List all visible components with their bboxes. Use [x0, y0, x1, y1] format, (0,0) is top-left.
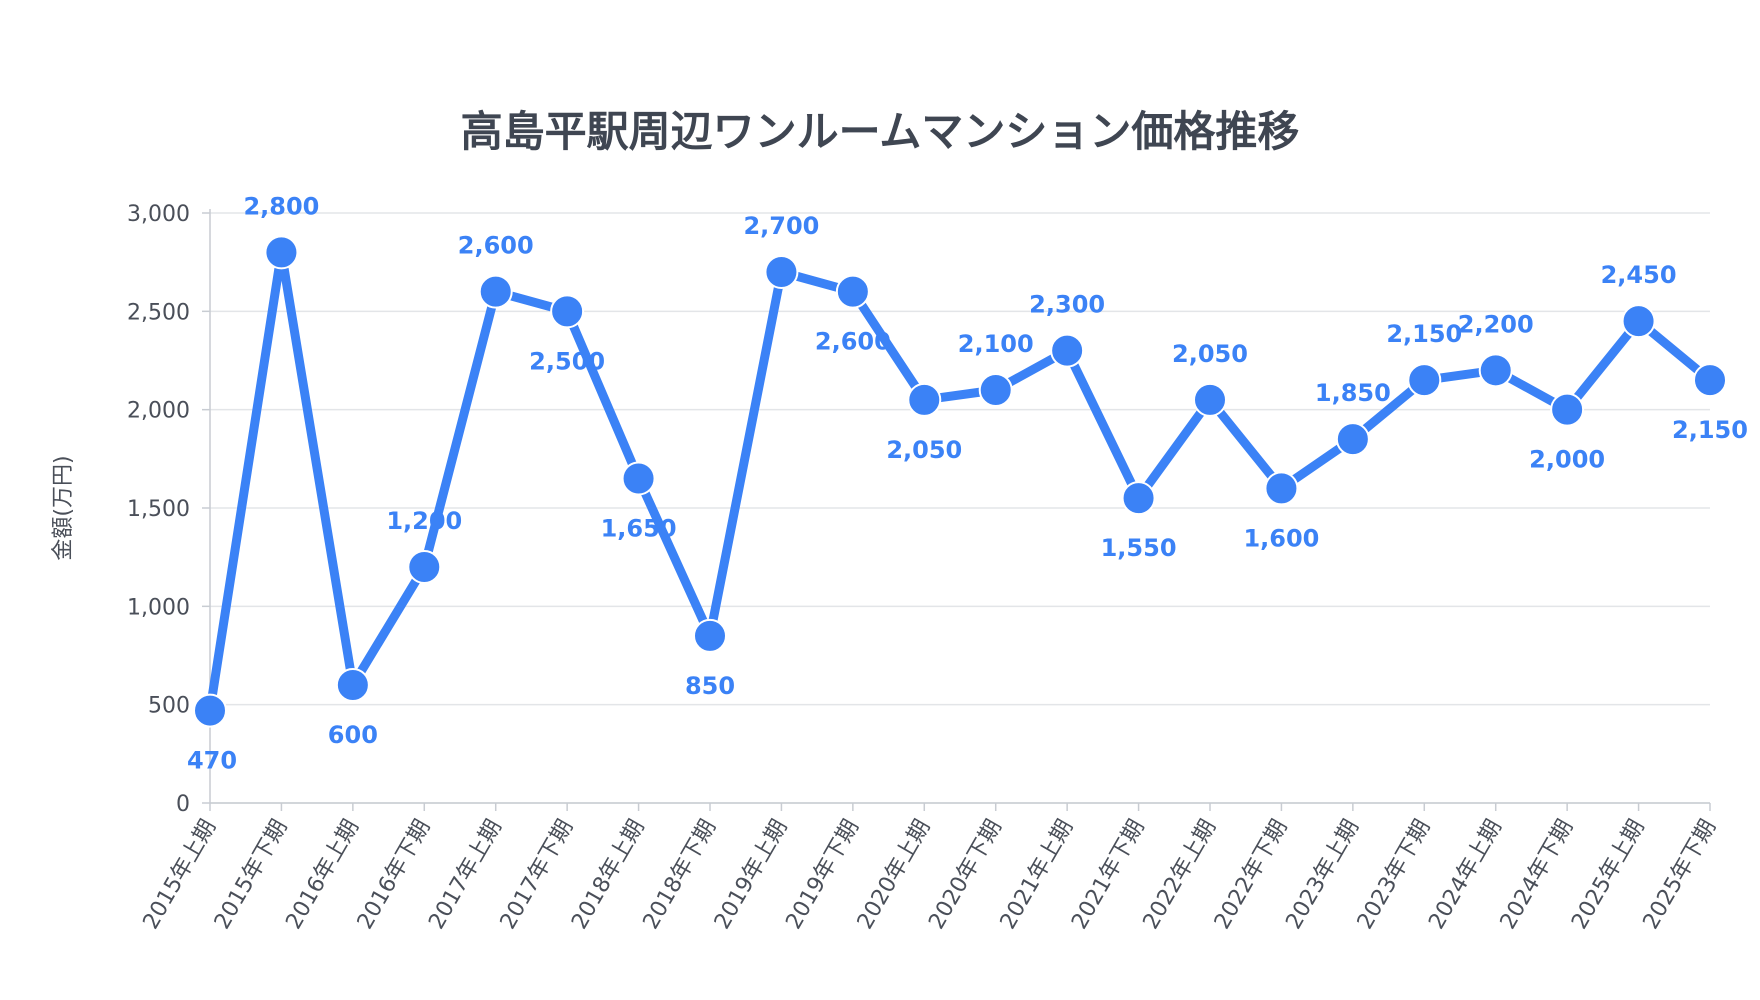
data-point [550, 294, 585, 329]
x-tick-label: 2020年下期 [924, 816, 1007, 934]
x-tick-label: 2023年下期 [1353, 816, 1436, 934]
x-tick-label: 2017年下期 [496, 816, 579, 934]
x-tick-label: 2022年下期 [1210, 816, 1293, 934]
x-tick-label: 2020年上期 [853, 815, 936, 933]
data-label: 2,150 [1672, 416, 1748, 444]
data-label: 2,450 [1601, 261, 1677, 289]
data-label: 1,650 [601, 515, 677, 543]
data-label: 470 [187, 747, 237, 775]
data-label: 1,550 [1101, 534, 1177, 562]
x-tick-label: 2015年上期 [139, 816, 222, 934]
data-point [907, 382, 942, 417]
x-tick-label: 2025年上期 [1567, 816, 1650, 934]
data-label: 2,050 [886, 436, 962, 464]
y-tick-label: 2,500 [127, 300, 190, 325]
y-tick-label: 3,000 [127, 202, 190, 227]
data-label: 1,600 [1243, 524, 1319, 552]
data-point [764, 255, 799, 289]
data-point [1264, 471, 1299, 506]
data-label: 1,850 [1315, 379, 1391, 407]
data-label: 2,500 [529, 347, 605, 375]
x-axis-ticks: 2015年上期2015年下期2016年上期2016年下期2017年上期2017年… [139, 803, 1722, 934]
x-tick-label: 2025年下期 [1639, 816, 1722, 934]
data-point [835, 274, 870, 309]
data-label: 2,300 [1029, 291, 1105, 319]
x-tick-label: 2016年上期 [281, 816, 364, 934]
data-point [1478, 353, 1513, 388]
data-points [193, 235, 1727, 728]
data-labels: 470 2,800 600 1,200 2,600 2,500 1,650 850 2,700 2… [187, 192, 1748, 774]
x-tick-label: 2017年上期 [424, 816, 507, 934]
data-point [1621, 304, 1656, 339]
y-tick-label: 1,500 [127, 497, 190, 522]
x-tick-label: 2023年上期 [1281, 816, 1364, 934]
y-axis-ticks: 0 500 1,000 1,500 2,000 2,500 3,000 [127, 202, 210, 817]
data-point [407, 550, 442, 584]
axes [209, 209, 1710, 804]
data-label: 2,200 [1458, 310, 1534, 338]
series-line [205, 247, 1715, 716]
x-tick-label: 2018年下期 [639, 816, 722, 934]
y-tick-label: 500 [148, 694, 190, 719]
data-label: 2,600 [815, 328, 891, 356]
y-axis-label: 金額(万円) [51, 455, 76, 560]
data-label: 2,700 [743, 212, 819, 240]
series-path [205, 247, 1715, 716]
x-tick-label: 2019年上期 [710, 816, 793, 934]
data-point [1693, 363, 1727, 398]
data-point [193, 693, 227, 728]
data-label: 2,050 [1172, 340, 1248, 368]
data-label: 850 [685, 672, 735, 700]
data-point [1550, 392, 1585, 427]
data-point [693, 618, 727, 653]
chart-title: 高島平駅周辺ワンルームマンション価格推移 [460, 107, 1300, 156]
x-tick-label: 2021年下期 [1067, 816, 1150, 934]
data-point [335, 668, 370, 702]
data-point [264, 235, 299, 270]
data-point [1121, 481, 1156, 516]
data-point [1335, 422, 1370, 457]
x-tick-label: 2016年下期 [353, 816, 436, 934]
data-label: 600 [328, 721, 378, 749]
data-point [978, 373, 1013, 407]
data-label: 2,000 [1529, 446, 1605, 474]
y-tick-label: 2,000 [127, 399, 190, 424]
x-tick-label: 2024年上期 [1424, 816, 1507, 934]
data-point [1407, 363, 1442, 398]
data-point [1193, 382, 1227, 417]
data-point [478, 274, 513, 309]
data-point [1050, 333, 1085, 368]
data-label: 2,150 [1386, 320, 1462, 348]
x-tick-label: 2019年下期 [781, 816, 864, 934]
x-tick-label: 2021年上期 [996, 816, 1079, 934]
y-tick-label: 1,000 [127, 595, 190, 620]
data-point [621, 461, 656, 496]
x-tick-label: 2018年上期 [567, 816, 650, 934]
data-label: 2,600 [458, 232, 534, 260]
x-tick-label: 2024年下期 [1496, 816, 1579, 934]
data-label: 2,800 [243, 192, 319, 220]
data-label: 1,200 [386, 507, 462, 535]
y-tick-label: 0 [176, 792, 190, 817]
x-tick-label: 2022年上期 [1139, 816, 1222, 934]
data-label: 2,100 [958, 330, 1034, 358]
x-tick-label: 2015年下期 [210, 816, 293, 934]
